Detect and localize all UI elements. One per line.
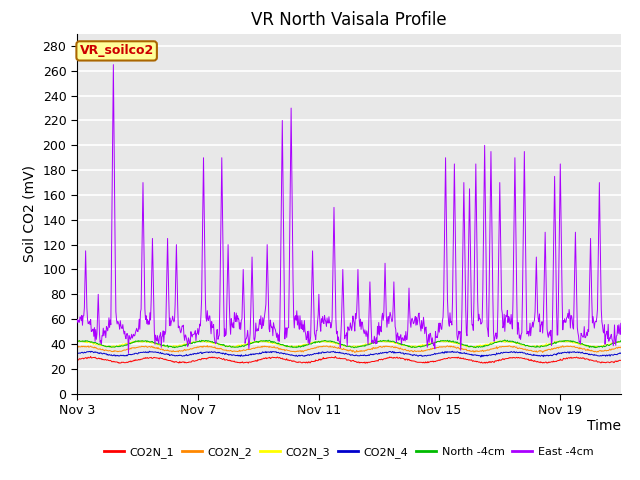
- Legend: CO2N_1, CO2N_2, CO2N_3, CO2N_4, North -4cm, East -4cm: CO2N_1, CO2N_2, CO2N_3, CO2N_4, North -4…: [100, 443, 598, 462]
- Text: VR_soilco2: VR_soilco2: [79, 44, 154, 58]
- Text: Time: Time: [587, 419, 621, 433]
- Title: VR North Vaisala Profile: VR North Vaisala Profile: [251, 11, 447, 29]
- Y-axis label: Soil CO2 (mV): Soil CO2 (mV): [23, 165, 37, 262]
